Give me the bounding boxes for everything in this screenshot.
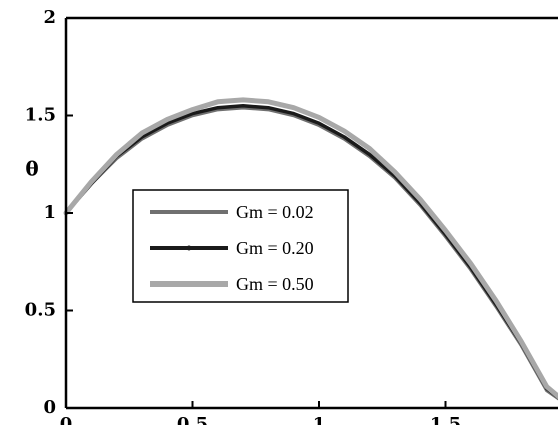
x-tick-label: 1.5 bbox=[430, 414, 461, 425]
y-tick-label: 2 bbox=[43, 7, 56, 28]
legend-item-gm-020: Gm = 0.20 bbox=[150, 238, 314, 258]
legend-item-gm-050: Gm = 0.50 bbox=[150, 274, 314, 294]
y-tick-label: 1.5 bbox=[25, 105, 56, 126]
series-line-gm-0-50 bbox=[63, 97, 558, 400]
legend-item-gm-002: Gm = 0.02 bbox=[150, 202, 314, 222]
y-tick-label: 1 bbox=[43, 202, 56, 223]
legend-label-gm-020: Gm = 0.20 bbox=[236, 238, 314, 258]
legend-label-gm-050: Gm = 0.50 bbox=[236, 274, 314, 294]
legend-marker-gm-020 bbox=[186, 245, 192, 251]
x-tick-label: 0 bbox=[60, 414, 73, 425]
y-tick-label: 0 bbox=[43, 397, 56, 418]
x-tick-label: 0.5 bbox=[177, 414, 208, 425]
legend: Gm = 0.02 Gm = 0.20 Gm = 0.50 bbox=[132, 189, 349, 303]
series-layer bbox=[63, 97, 558, 401]
legend-label-gm-002: Gm = 0.02 bbox=[236, 202, 314, 222]
ticks-layer: 0 0.5 1 1.5 2 0 0.5 1 1.5 bbox=[25, 7, 461, 425]
x-tick-label: 1 bbox=[313, 414, 326, 425]
y-tick-label: 0.5 bbox=[25, 300, 56, 321]
y-axis-label: θ bbox=[25, 157, 38, 181]
